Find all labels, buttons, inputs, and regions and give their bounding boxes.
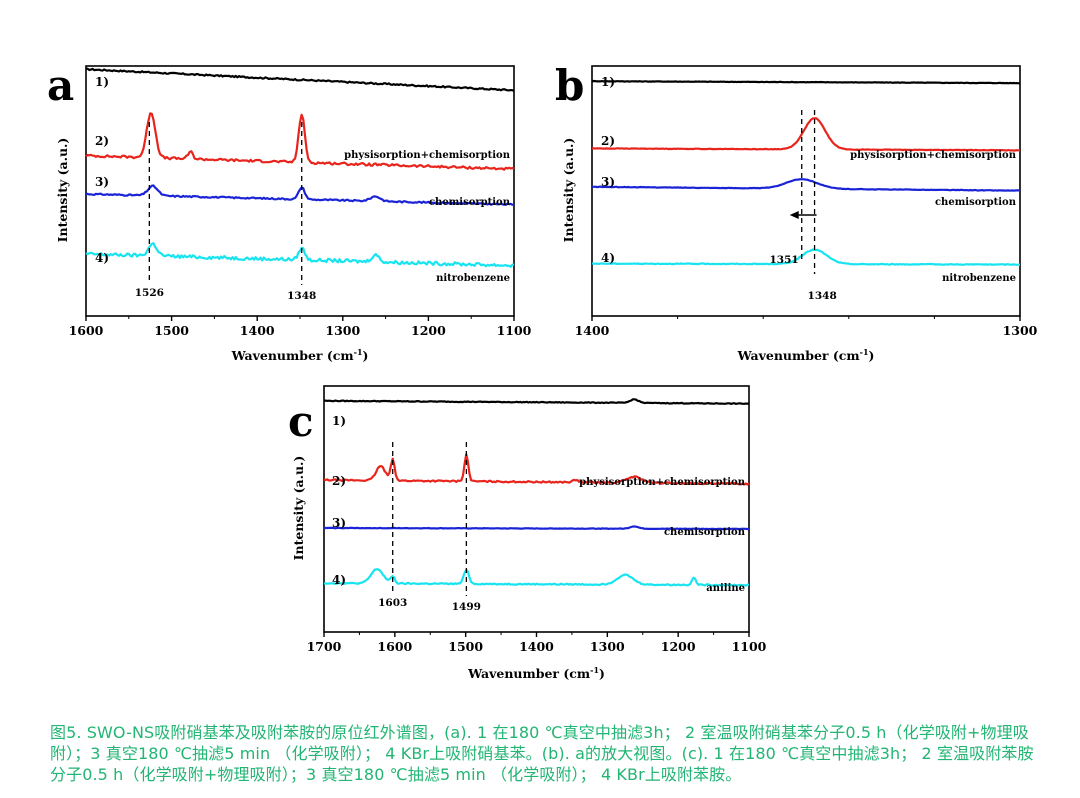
x-tick-label: 1100 <box>732 639 767 654</box>
x-tick-label: 1600 <box>69 323 104 338</box>
x-tick-label: 1300 <box>1003 323 1038 338</box>
x-axis-label: Wavenumber (cm-1) <box>737 347 875 363</box>
series-line-2 <box>85 112 515 171</box>
series-annotation: chemisorption <box>935 197 1017 208</box>
x-tick-label: 1200 <box>411 323 446 338</box>
x-tick-label: 1700 <box>307 639 342 654</box>
figure-canvas: 1600 1500 1400 1300 1200 1100 Wavenumber (cm-1… <box>47 61 1038 681</box>
x-tick-label: 1300 <box>590 639 625 654</box>
series-tag: 4) <box>332 573 346 587</box>
panel-letter: b <box>555 61 584 110</box>
series-tag: 2) <box>95 134 109 148</box>
y-axis-label: Intensity (a.u.) <box>55 138 70 243</box>
plot-frame <box>323 385 750 633</box>
series-line-2 <box>323 453 750 486</box>
chart-panel-b: 1400 1300 Wavenumber (cm-1) Intensity (a.u.… <box>555 61 1038 363</box>
series-annotation: physisorption+chemisorption <box>850 150 1017 161</box>
x-tick-label: 1300 <box>325 323 360 338</box>
series-annotation: nitrobenzene <box>436 273 510 284</box>
series-line-1 <box>85 67 515 92</box>
series-line-4 <box>323 568 750 587</box>
x-tick-label: 1200 <box>661 639 696 654</box>
series-line-3 <box>323 525 749 531</box>
x-tick-label: 1500 <box>154 323 189 338</box>
series-annotation: chemisorption <box>664 527 746 538</box>
x-tick-label: 1100 <box>497 323 532 338</box>
series-tag: 2) <box>601 134 615 148</box>
series-annotation: aniline <box>706 583 745 594</box>
series-annotation: physisorption+chemisorption <box>344 150 511 161</box>
series-tag: 1) <box>601 75 615 89</box>
series-tag: 4) <box>601 251 615 265</box>
series-line-1 <box>591 79 1021 85</box>
series-tag: 1) <box>332 414 346 428</box>
series-annotation: chemisorption <box>429 197 511 208</box>
x-tick-label: 1400 <box>575 323 610 338</box>
series-line-2 <box>591 117 1021 152</box>
peak-label: 1603 <box>378 597 407 609</box>
panel-letter: a <box>47 61 74 110</box>
peak-label: 1499 <box>452 601 481 613</box>
peak-label: 1348 <box>808 290 837 302</box>
x-axis-label: Wavenumber (cm-1) <box>231 347 369 363</box>
series-line-4 <box>85 242 515 268</box>
shift-arrow-head <box>789 211 799 219</box>
series-line-1 <box>323 398 750 405</box>
panel-letter: c <box>288 397 314 446</box>
series-annotation: nitrobenzene <box>942 273 1016 284</box>
series-annotation: physisorption+chemisorption <box>579 477 746 488</box>
x-tick-label: 1400 <box>240 323 275 338</box>
x-axis-label: Wavenumber (cm-1) <box>467 665 605 681</box>
series-tag: 1) <box>95 75 109 89</box>
series-tag: 3) <box>601 175 615 189</box>
y-axis-label: Intensity (a.u.) <box>291 456 306 561</box>
peak-label: 1348 <box>287 290 316 302</box>
series-tag: 4) <box>95 251 109 265</box>
series-line-4 <box>591 248 1020 266</box>
series-tag: 3) <box>332 516 346 530</box>
chart-panel-c: 1700 1600 1500 1400 1300 1200 1100 Wavenumber (… <box>288 385 767 681</box>
series-line-3 <box>591 178 1021 192</box>
x-tick-label: 1500 <box>448 639 483 654</box>
plot-frame <box>591 65 1021 317</box>
series-line-3 <box>85 184 515 207</box>
peak-label: 1526 <box>135 287 164 299</box>
chart-panel-a: 1600 1500 1400 1300 1200 1100 Wavenumber (cm-1… <box>47 61 532 363</box>
y-axis-label: Intensity (a.u.) <box>561 138 576 243</box>
x-tick-label: 1600 <box>377 639 412 654</box>
figure-caption: 图5. SWO-NS吸附硝基苯及吸附苯胺的原位红外谱图，(a). 1 在180 … <box>50 723 1034 784</box>
series-tag: 3) <box>95 175 109 189</box>
peak-label: 1351 <box>769 254 798 266</box>
x-tick-label: 1400 <box>519 639 554 654</box>
series-tag: 2) <box>332 474 346 488</box>
